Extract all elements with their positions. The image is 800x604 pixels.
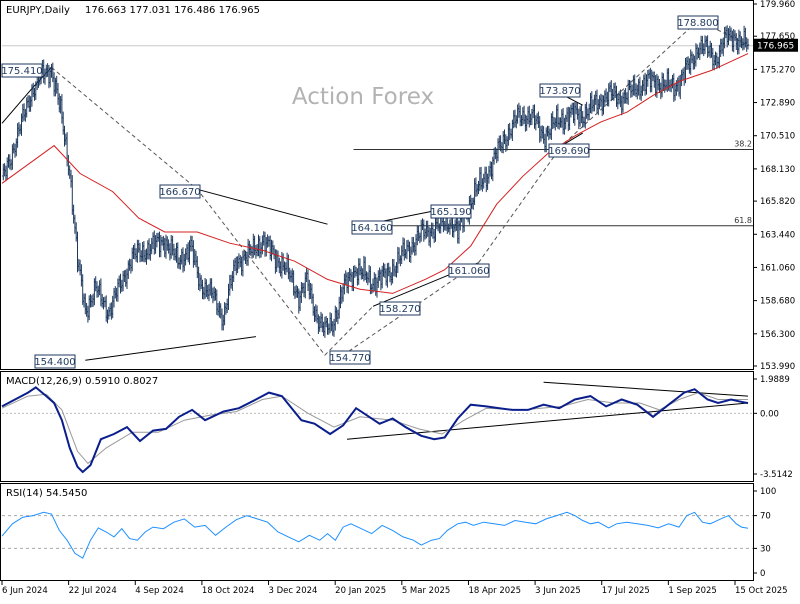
price-panel-frame [0, 0, 754, 370]
price-axis-label: 177.650 [760, 32, 795, 42]
moving-average-line [1, 53, 749, 294]
price-annotation: 169.690 [548, 146, 589, 157]
price-annotation-box [430, 204, 472, 219]
price-annotation: 158.270 [379, 304, 420, 315]
trend-line [85, 336, 256, 361]
price-axis-label: 172.890 [760, 99, 795, 109]
price-annotation-box [448, 263, 490, 278]
current-price-label: 176.965 [757, 42, 794, 52]
x-axis-label: 18 Apr 2025 [468, 586, 521, 596]
price-annotation-box [677, 15, 719, 30]
price-annotation-box [1, 63, 43, 78]
x-axis-label: 1 Sep 2025 [668, 586, 716, 596]
x-axis-label: 18 Oct 2024 [202, 586, 255, 596]
current-price-tag [754, 38, 798, 52]
price-annotation: 154.770 [329, 353, 370, 364]
dashed-trend-line [342, 262, 479, 356]
price-annotation-box [548, 143, 590, 158]
price-axis-label: 156.300 [760, 330, 795, 340]
symbol-label: EURJPY,Daily [6, 5, 70, 16]
x-axis-label: 6 Jun 2024 [2, 586, 48, 596]
x-axis-label: 22 Jul 2024 [69, 586, 117, 596]
macd-panel-frame [0, 371, 754, 482]
price-annotation-box [329, 350, 371, 365]
price-axis-label: 163.440 [760, 230, 795, 240]
ohlc-bar [746, 38, 750, 50]
rsi-panel-frame [0, 483, 754, 581]
macd-axis-label: 0.00 [760, 409, 779, 419]
price-axis-label: 168.130 [760, 165, 795, 175]
macd-axis-label: -3.5142 [760, 470, 793, 480]
rsi-title: RSI(14) 54.5450 [6, 488, 87, 499]
price-axis-label: 165.820 [760, 197, 795, 207]
price-annotation: 178.800 [677, 18, 718, 29]
x-axis-label: 3 Jun 2025 [535, 586, 581, 596]
price-annotation: 166.670 [159, 187, 200, 198]
price-annotation: 164.160 [351, 223, 392, 234]
rsi-axis-label: 0 [760, 569, 765, 579]
x-axis-label: 15 Oct 2025 [735, 586, 788, 596]
macd-line [1, 386, 749, 474]
price-annotation: 161.060 [448, 266, 489, 277]
fib-label: 61.8 [734, 216, 752, 225]
price-axis-label: 175.270 [760, 65, 795, 75]
macd-trend-line [346, 402, 749, 440]
ohlc-label: 176.663 177.031 176.486 176.965 [85, 5, 260, 16]
price-annotation: 165.190 [430, 207, 471, 218]
price-axis-label: 153.990 [760, 362, 795, 372]
x-axis-label: 4 Sep 2024 [135, 586, 183, 596]
dashed-trend-line [51, 67, 374, 356]
price-annotation-box [379, 301, 421, 316]
price-axis-label: 170.510 [760, 132, 795, 142]
price-annotation: 154.400 [34, 357, 75, 368]
price-annotation: 175.410 [1, 66, 42, 77]
price-axis-label: 161.060 [760, 263, 795, 273]
x-axis-label: 3 Dec 2024 [269, 586, 318, 596]
x-axis-label: 20 Jan 2025 [335, 586, 386, 596]
macd-trend-line [543, 381, 749, 397]
labels-layer: 175.410 154.400 166.670 164.160 165.190 158.2… [1, 15, 719, 369]
rsi-axis-label: 70 [760, 512, 771, 522]
rsi-layer [1, 511, 753, 559]
price-layer: 38.2 61.8 [1, 19, 753, 361]
price-annotation-box [539, 83, 581, 98]
fib-label: 38.2 [734, 140, 752, 149]
price-annotation-box [159, 184, 201, 199]
x-axis-label: 17 Jul 2025 [602, 586, 650, 596]
price-axis-label: 158.680 [760, 297, 795, 307]
macd-signal-line [1, 392, 748, 465]
price-annotation: 173.870 [539, 86, 580, 97]
price-annotation-box [34, 354, 76, 369]
rsi-line [1, 511, 749, 559]
macd-axis-label: 1.9889 [760, 375, 790, 385]
macd-layer [1, 381, 753, 474]
macd-title: MACD(12,26,9) 0.5910 0.8027 [6, 376, 158, 387]
price-annotation-box [351, 220, 393, 235]
price-axis-label: 179.960 [760, 0, 795, 10]
rsi-axis-label: 100 [760, 487, 776, 497]
trend-line [197, 188, 328, 225]
watermark: Action Forex [292, 84, 434, 110]
x-axis-label: 5 Mar 2025 [402, 586, 450, 596]
rsi-axis-label: 30 [760, 544, 771, 554]
